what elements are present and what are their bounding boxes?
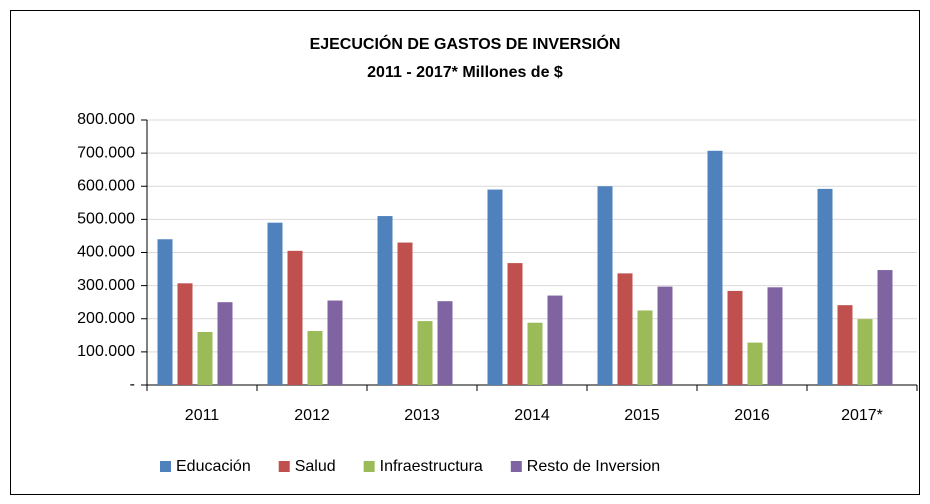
bar [287,250,303,385]
bar [377,216,393,385]
bar [507,263,523,385]
bar [197,332,213,385]
y-tick-label: 200.000 [77,310,135,327]
bar [487,189,503,385]
bar [837,305,853,385]
chart-subtitle: 2011 - 2017* Millones de $ [367,64,563,81]
bar [417,321,433,385]
bar [817,188,833,385]
bar [657,286,673,385]
bar [727,290,743,385]
chart-title: EJECUCIÓN DE GASTOS DE INVERSIÓN [310,34,621,53]
y-tick-label: 300.000 [77,277,135,294]
legend-label: Infraestructura [380,458,483,475]
y-tick-label: 500.000 [77,211,135,228]
bar [617,273,633,385]
legend-label: Resto de Inversion [527,458,660,475]
bar [177,283,193,385]
legend-label: Salud [295,458,336,475]
legend-swatch [510,461,522,472]
legend-swatch [363,461,375,472]
bar [157,239,173,385]
y-tick-label: 400.000 [77,244,135,261]
bar [707,150,723,385]
bar [437,301,453,385]
bar [877,270,893,385]
bar [267,222,283,385]
x-tick-label: 2016 [734,407,770,424]
x-tick-label: 2015 [624,407,660,424]
bar [217,302,233,385]
y-tick-label: 700.000 [77,144,135,161]
bar [597,186,613,385]
x-tick-label: 2017* [841,407,883,424]
x-tick-label: 2011 [185,407,220,424]
legend-swatch [160,461,171,472]
legend-label: Educación [176,458,251,475]
bar [747,342,763,385]
bar [767,287,783,385]
x-tick-label: 2013 [404,407,440,424]
legend-swatch [278,461,290,472]
y-tick-label: - [130,376,135,393]
bar [637,310,653,385]
x-tick-label: 2014 [514,407,550,424]
bar [527,322,543,385]
bar [547,295,563,385]
y-tick-label: 800.000 [77,111,135,128]
bar [307,331,323,385]
bar [857,319,873,385]
bar [327,300,343,385]
y-tick-label: 600.000 [77,177,135,194]
x-tick-label: 2012 [294,407,330,424]
bar [397,242,413,385]
y-tick-label: 100.000 [77,343,135,360]
